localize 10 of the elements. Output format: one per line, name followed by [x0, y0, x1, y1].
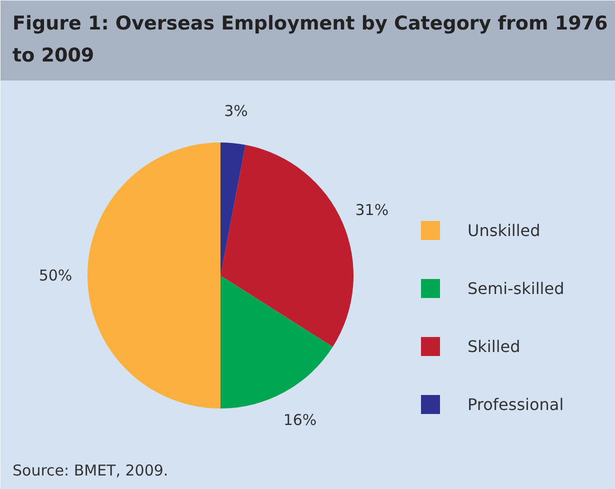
- chart-title: Figure 1: Overseas Employment by Category from 1976 to 2009: [12, 12, 608, 66]
- legend-label: Professional: [468, 395, 564, 414]
- legend-label: Semi-skilled: [468, 279, 564, 298]
- data-label: 50%: [38, 266, 72, 284]
- legend-label: Skilled: [468, 337, 520, 356]
- legend-label: Unskilled: [468, 221, 540, 240]
- source-note: Source: BMET, 2009.: [12, 462, 168, 480]
- data-label: 3%: [224, 102, 248, 120]
- data-label: 16%: [283, 411, 317, 430]
- data-label: 31%: [355, 200, 389, 219]
